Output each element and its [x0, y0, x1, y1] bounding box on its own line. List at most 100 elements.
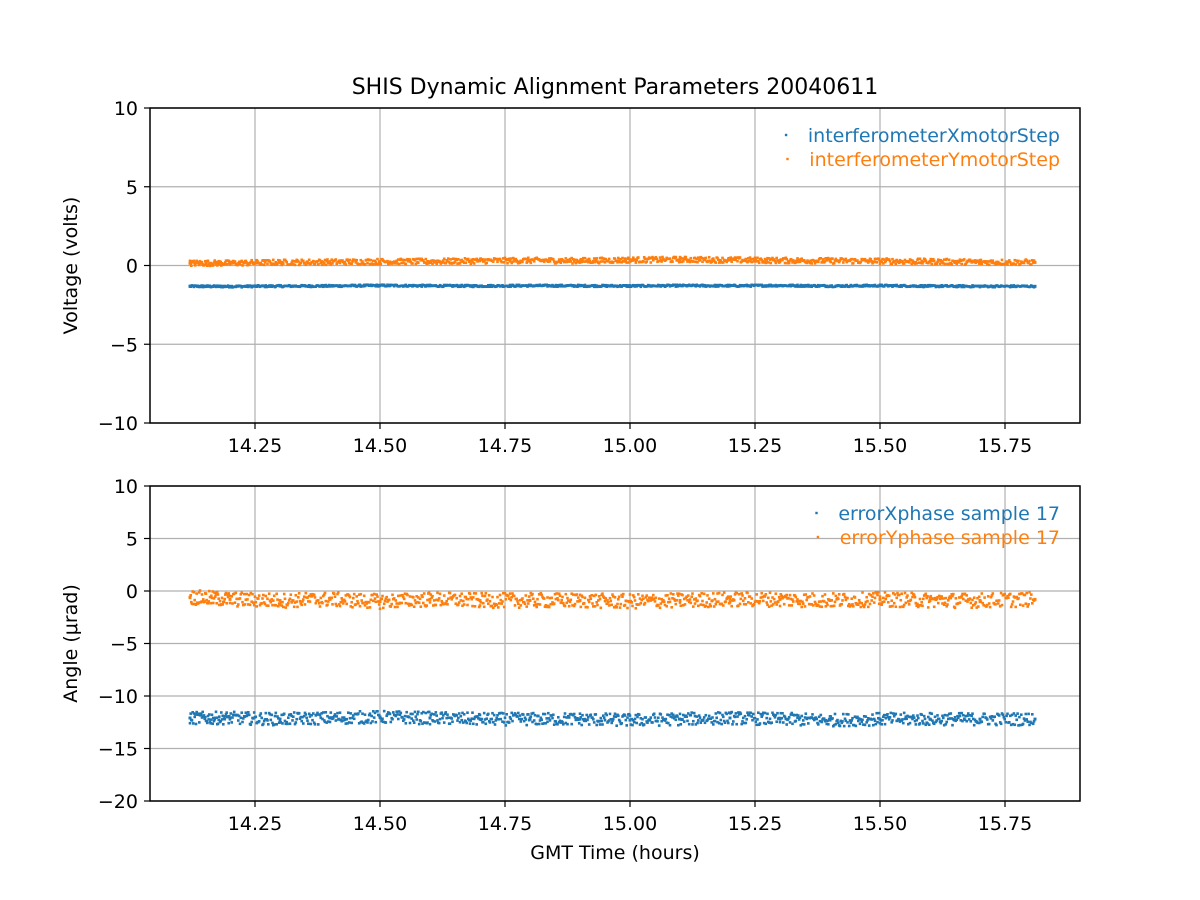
bottom-data-point: [674, 602, 678, 606]
bottom-data-point: [477, 605, 481, 609]
bottom-data-point: [702, 603, 705, 607]
bottom-data-point: [224, 713, 228, 716]
bottom-data-point: [963, 718, 967, 722]
bottom-data-point: [450, 717, 453, 720]
bottom-data-point: [253, 595, 257, 598]
bottom-data-point: [792, 600, 795, 603]
bottom-data-point: [730, 710, 733, 714]
top-data-point: [532, 258, 535, 262]
bottom-data-point: [1007, 596, 1010, 599]
top-data-point: [509, 257, 513, 260]
top-data-point: [442, 285, 445, 288]
bottom-data-point: [862, 723, 865, 726]
bottom-data-point: [577, 722, 581, 725]
bottom-data-point: [417, 601, 421, 605]
top-data-point: [197, 262, 200, 265]
bottom-data-point: [592, 594, 596, 598]
bottom-data-point: [686, 599, 689, 602]
top-data-point: [402, 261, 405, 264]
bottom-data-point: [532, 597, 535, 600]
bottom-data-point: [771, 596, 774, 599]
bottom-data-point: [451, 720, 454, 723]
top-data-point: [354, 261, 358, 264]
bottom-data-point: [763, 595, 767, 598]
top-data-point: [578, 261, 582, 264]
top-data-point: [960, 285, 963, 289]
bottom-data-point: [533, 713, 537, 717]
top-data-point: [581, 259, 584, 262]
top-data-point: [710, 260, 713, 264]
bottom-data-point: [468, 722, 472, 725]
bottom-data-point: [870, 599, 873, 602]
top-data-point: [341, 259, 344, 262]
bottom-data-point: [528, 599, 532, 602]
top-data-point: [603, 261, 607, 264]
bottom-data-point: [537, 714, 540, 718]
bottom-data-point: [262, 601, 266, 604]
bottom-data-point: [580, 723, 583, 727]
bottom-data-point: [1018, 592, 1021, 596]
top-data-point: [578, 284, 582, 288]
bottom-data-point: [233, 601, 237, 604]
bottom-data-point: [693, 714, 697, 718]
bottom-data-point: [927, 606, 930, 609]
bottom-data-point: [1024, 712, 1028, 716]
top-data-point: [373, 259, 377, 263]
bottom-data-point: [795, 600, 798, 603]
top-series-interferometerYmotorStep: [188, 255, 1037, 268]
bottom-data-point: [1005, 596, 1008, 600]
bottom-data-point: [293, 722, 297, 726]
bottom-data-point: [787, 596, 790, 600]
bottom-data-point: [760, 715, 763, 718]
bottom-data-point: [767, 721, 771, 724]
bottom-data-point: [313, 723, 317, 726]
bottom-data-point: [773, 716, 777, 719]
bottom-data-point: [642, 603, 646, 606]
bottom-data-point: [722, 719, 726, 723]
top-data-point: [188, 259, 192, 263]
bottom-data-point: [195, 710, 198, 714]
bottom-data-point: [243, 715, 247, 718]
bottom-data-point: [906, 594, 909, 597]
bottom-data-point: [595, 723, 598, 727]
top-data-point: [822, 258, 825, 261]
bottom-data-point: [1010, 603, 1014, 606]
bottom-data-point: [277, 717, 280, 720]
bottom-data-point: [216, 590, 219, 594]
top-data-point: [784, 256, 788, 260]
top-data-point: [867, 259, 871, 263]
bottom-data-point: [251, 592, 254, 596]
bottom-data-point: [327, 600, 330, 603]
top-data-point: [375, 262, 378, 266]
bottom-data-point: [357, 602, 360, 605]
bottom-data-point: [877, 716, 880, 720]
bottom-data-point: [926, 722, 929, 725]
top-data-point: [922, 285, 926, 289]
bottom-data-point: [833, 712, 837, 716]
bottom-data-point: [572, 604, 576, 608]
bottom-data-point: [496, 595, 499, 599]
bottom-data-point: [962, 597, 965, 601]
top-data-point: [204, 262, 208, 266]
top-data-point: [463, 257, 467, 260]
top-data-point: [218, 263, 221, 266]
bottom-data-point: [897, 593, 901, 597]
bottom-data-point: [704, 604, 708, 608]
bottom-data-point: [475, 723, 478, 726]
bottom-data-point: [672, 717, 676, 720]
bottom-data-point: [188, 716, 192, 720]
top-data-point: [837, 259, 840, 262]
top-data-point: [262, 263, 266, 267]
bottom-data-point: [905, 596, 908, 599]
top-data-point: [782, 257, 786, 260]
bottom-data-point: [521, 597, 524, 600]
top-data-point: [322, 285, 325, 289]
bottom-data-point: [1012, 712, 1016, 715]
bottom-data-point: [547, 605, 551, 609]
bottom-data-point: [305, 716, 308, 720]
bottom-data-point: [787, 717, 790, 721]
bottom-data-point: [381, 717, 384, 721]
top-data-point: [518, 261, 522, 265]
bottom-data-point: [963, 592, 967, 596]
bottom-data-point: [206, 714, 210, 718]
